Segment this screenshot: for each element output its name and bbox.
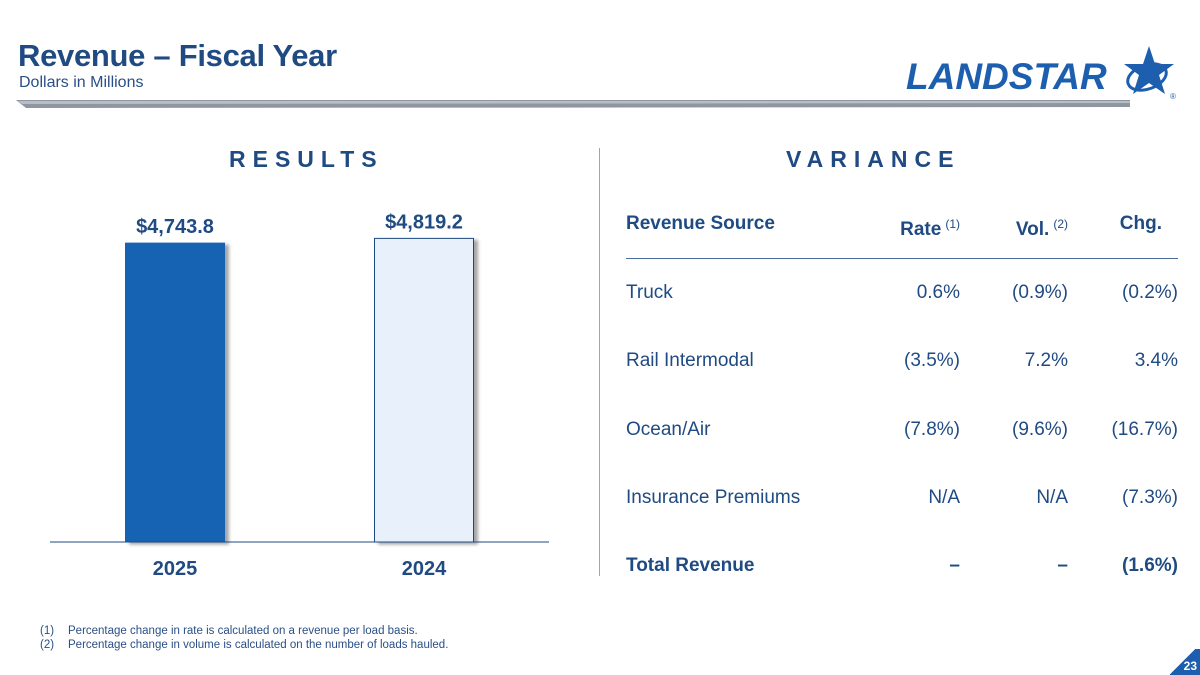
- row-change: 3.4%: [1134, 350, 1178, 371]
- x-tick-label-2024: 2024: [402, 558, 447, 580]
- row-source: Rail Intermodal: [626, 350, 754, 371]
- header-rule: [16, 100, 1130, 108]
- total-row: Total Revenue – – (1.6%): [626, 546, 1178, 586]
- row-source: Ocean/Air: [626, 419, 711, 440]
- bar-2024: [374, 237, 474, 543]
- table-header-row: Revenue Source Rate (1) Vol. (2) Chg.: [626, 204, 1178, 244]
- total-label: Total Revenue: [626, 555, 755, 576]
- footnotes: (1) Percentage change in rate is calcula…: [40, 624, 448, 652]
- table-row: Ocean/Air (7.8%) (9.6%) (16.7%): [626, 410, 1178, 450]
- row-rate: (3.5%): [904, 350, 960, 371]
- footnote-text: Percentage change in rate is calculated …: [68, 625, 418, 637]
- footnote-number: (2): [40, 639, 55, 651]
- variance-heading: VARIANCE: [786, 146, 961, 172]
- column-header-volume: Vol. (2): [1015, 217, 1068, 240]
- total-volume: –: [1057, 555, 1068, 576]
- table-row: Rail Intermodal (3.5%) 7.2% 3.4%: [626, 341, 1178, 381]
- table-row: Insurance Premiums N/A N/A (7.3%): [626, 478, 1178, 518]
- bar-2025: [125, 242, 225, 543]
- volume-footnote-ref: (2): [1053, 217, 1068, 231]
- row-volume: N/A: [1036, 487, 1068, 508]
- footnote: (2) Percentage change in volume is calcu…: [40, 638, 448, 652]
- star-icon: ®: [1124, 46, 1176, 100]
- row-change: (7.3%): [1122, 487, 1178, 508]
- data-label-2025: $4,743.8: [136, 216, 214, 238]
- results-bar-chart: $4,743.8 2025 $4,819.2 2024: [50, 211, 549, 580]
- row-change: (0.2%): [1122, 282, 1178, 303]
- row-volume: (0.9%): [1012, 282, 1068, 303]
- x-tick-label-2025: 2025: [153, 558, 198, 580]
- column-header-rate: Rate (1): [900, 217, 960, 240]
- row-source: Truck: [626, 282, 673, 303]
- page-number-badge: 23: [1170, 649, 1200, 675]
- page-title: Revenue – Fiscal Year: [18, 38, 337, 73]
- landstar-logo: LANDSTAR ®: [906, 42, 1184, 104]
- rate-footnote-ref: (1): [945, 217, 960, 231]
- total-rate: –: [949, 555, 960, 576]
- row-rate: N/A: [928, 487, 960, 508]
- section-divider: [599, 148, 600, 576]
- row-rate: (7.8%): [904, 419, 960, 440]
- results-heading: RESULTS: [229, 146, 384, 172]
- data-label-2024: $4,819.2: [385, 211, 463, 233]
- row-rate: 0.6%: [916, 282, 960, 303]
- row-change: (16.7%): [1111, 419, 1178, 440]
- row-volume: (9.6%): [1012, 419, 1068, 440]
- footnote-number: (1): [40, 625, 55, 637]
- total-change: (1.6%): [1122, 555, 1178, 576]
- page-subtitle: Dollars in Millions: [19, 74, 144, 91]
- footnote: (1) Percentage change in rate is calcula…: [40, 624, 448, 638]
- registered-mark: ®: [1170, 92, 1176, 100]
- footnote-text: Percentage change in volume is calculate…: [68, 639, 449, 651]
- logo-wordmark: LANDSTAR: [906, 56, 1107, 97]
- column-header-source: Revenue Source: [626, 213, 775, 234]
- table-row: Truck 0.6% (0.9%) (0.2%): [626, 273, 1178, 313]
- row-source: Insurance Premiums: [626, 487, 801, 508]
- page-number: 23: [1183, 659, 1197, 673]
- row-volume: 7.2%: [1024, 350, 1068, 371]
- header-underline: [626, 258, 1178, 259]
- column-header-change: Chg.: [1119, 213, 1162, 234]
